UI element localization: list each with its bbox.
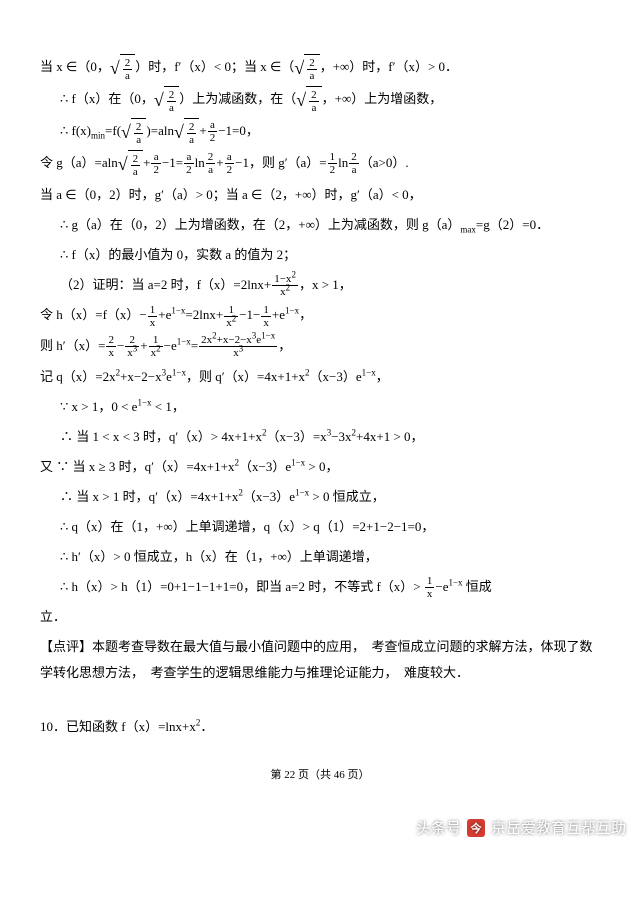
question-10: 10．已知函数 f（x）=lnx+x2． bbox=[40, 714, 600, 740]
math-line: 当 a ∈（0，2）时，g′（a）> 0；当 a ∈（2，+∞）时，g′（a）<… bbox=[40, 182, 600, 208]
math-line: （2）证明：当 a=2 时，f（x）=2lnx+1−x2x2，x > 1， bbox=[40, 272, 600, 299]
watermark-source: 头条号 bbox=[416, 817, 461, 838]
math-line: 当 x ∈（0，√2a）时，f′（x）< 0；当 x ∈（√2a，+∞）时，f′… bbox=[40, 54, 600, 82]
math-line: ∴ h′（x）> 0 恒成立，h（x）在（1，+∞）上单调递增， bbox=[40, 544, 600, 570]
math-line: ∴ g（a）在（0，2）上为增函数，在（2，+∞）上为减函数，则 g（a）max… bbox=[40, 212, 600, 238]
watermark-icon: 今 bbox=[467, 819, 485, 837]
math-line: 令 h（x）=f（x）−1x+e1−x=2lnx+1x2−1−1x+e1−x， bbox=[40, 302, 600, 329]
math-line: 令 g（a）=aln√2a+a2−1=a2ln2a+a2−1，则 g′（a）=1… bbox=[40, 150, 600, 178]
math-line: 又 ∵ 当 x ≥ 3 时，q′（x）=4x+1+x2（x−3）e1−x > 0… bbox=[40, 454, 600, 480]
math-line: ∵ x > 1，0 < e1−x < 1， bbox=[40, 394, 600, 420]
math-line: ∴ q（x）在（1，+∞）上单调递增，q（x）> q（1）=2+1−2−1=0， bbox=[40, 514, 600, 540]
math-line: ∴ h（x）> h（1）=0+1−1−1+1=0，即当 a=2 时，不等式 f（… bbox=[40, 574, 600, 601]
math-line: 立． bbox=[40, 604, 600, 630]
math-line: ∴ 当 1 < x < 3 时，q′（x）> 4x+1+x2（x−3）=x3−3… bbox=[40, 424, 600, 450]
comment-title: 【点评】 bbox=[40, 639, 92, 654]
page-footer: 第 22 页（共 46 页） bbox=[40, 764, 600, 786]
comment-text: 本题考查导数在最大值与最小值问题中的应用， 考查恒成立问题的求解方法，体现了数学… bbox=[40, 639, 593, 680]
math-line: ∴ 当 x > 1 时，q′（x）=4x+1+x2（x−3）e1−x > 0 恒… bbox=[40, 484, 600, 510]
watermark-author: 京岳爱教育互帮互助 bbox=[491, 817, 626, 838]
comment-block: 【点评】本题考查导数在最大值与最小值问题中的应用， 考查恒成立问题的求解方法，体… bbox=[40, 634, 600, 686]
math-line: ∴ f（x）在（0，√2a）上为减函数，在（√2a，+∞）上为增函数， bbox=[40, 86, 600, 114]
math-line: ∴ f(x)min=f(√2a)=aln√2a+a2−1=0， bbox=[40, 118, 600, 146]
math-line: 则 h′（x）=2x−2x3+1x2−e1−x=2x2+x−2−x3e1−xx3… bbox=[40, 333, 600, 360]
math-line: ∴ f（x）的最小值为 0，实数 a 的值为 2； bbox=[40, 242, 600, 268]
math-line: 记 q（x）=2x2+x−2−x3e1−x，则 q′（x）=4x+1+x2（x−… bbox=[40, 364, 600, 390]
page-number: 第 22 页（共 46 页） bbox=[271, 769, 370, 781]
watermark: 头条号 今 京岳爱教育互帮互助 bbox=[416, 817, 626, 838]
document-page: 当 x ∈（0，√2a）时，f′（x）< 0；当 x ∈（√2a，+∞）时，f′… bbox=[0, 0, 640, 846]
